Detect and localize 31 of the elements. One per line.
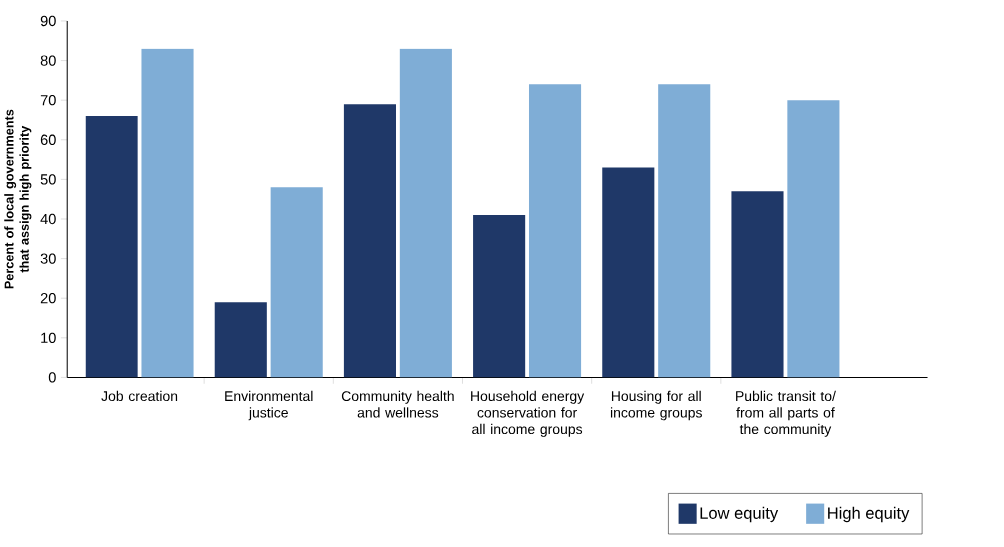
bar (270, 187, 323, 378)
y-tick-label: 80 (40, 55, 56, 66)
x-tick-label: Housing for all income groups (610, 390, 702, 421)
bar (658, 84, 711, 378)
y-tick-label: 10 (41, 332, 56, 343)
y-tick-label: 70 (40, 94, 56, 106)
y-tick-label: 40 (40, 213, 56, 225)
legend-label: High equity (828, 506, 910, 523)
y-tick-label: 20 (40, 293, 56, 304)
y-tick-label: 50 (40, 174, 56, 185)
bar (214, 302, 267, 378)
x-tick-label: Public transit to/ from all parts of the community (736, 390, 836, 437)
legend-label: Low equity (700, 506, 779, 523)
bar (731, 191, 784, 378)
bar (399, 48, 452, 378)
y-tick-label: 90 (40, 15, 56, 27)
x-tick-label: Job creation (101, 390, 178, 402)
bar (343, 104, 396, 378)
bar (473, 215, 526, 378)
y-tick-label: 0 (48, 372, 56, 383)
bar (602, 167, 655, 378)
x-tick-label: Community health and wellness (341, 390, 454, 418)
bar (141, 48, 194, 378)
bar (85, 115, 138, 378)
x-tick-label: Household energy conservation for all income groups (471, 390, 585, 437)
y-axis-title: Percent of local governments that assign high priority (4, 109, 32, 289)
bar (528, 84, 582, 378)
x-tick-label: Environmental justice (225, 390, 313, 421)
y-tick-label: 60 (40, 134, 56, 145)
y-tick-label: 30 (40, 253, 56, 264)
bar (787, 100, 840, 378)
